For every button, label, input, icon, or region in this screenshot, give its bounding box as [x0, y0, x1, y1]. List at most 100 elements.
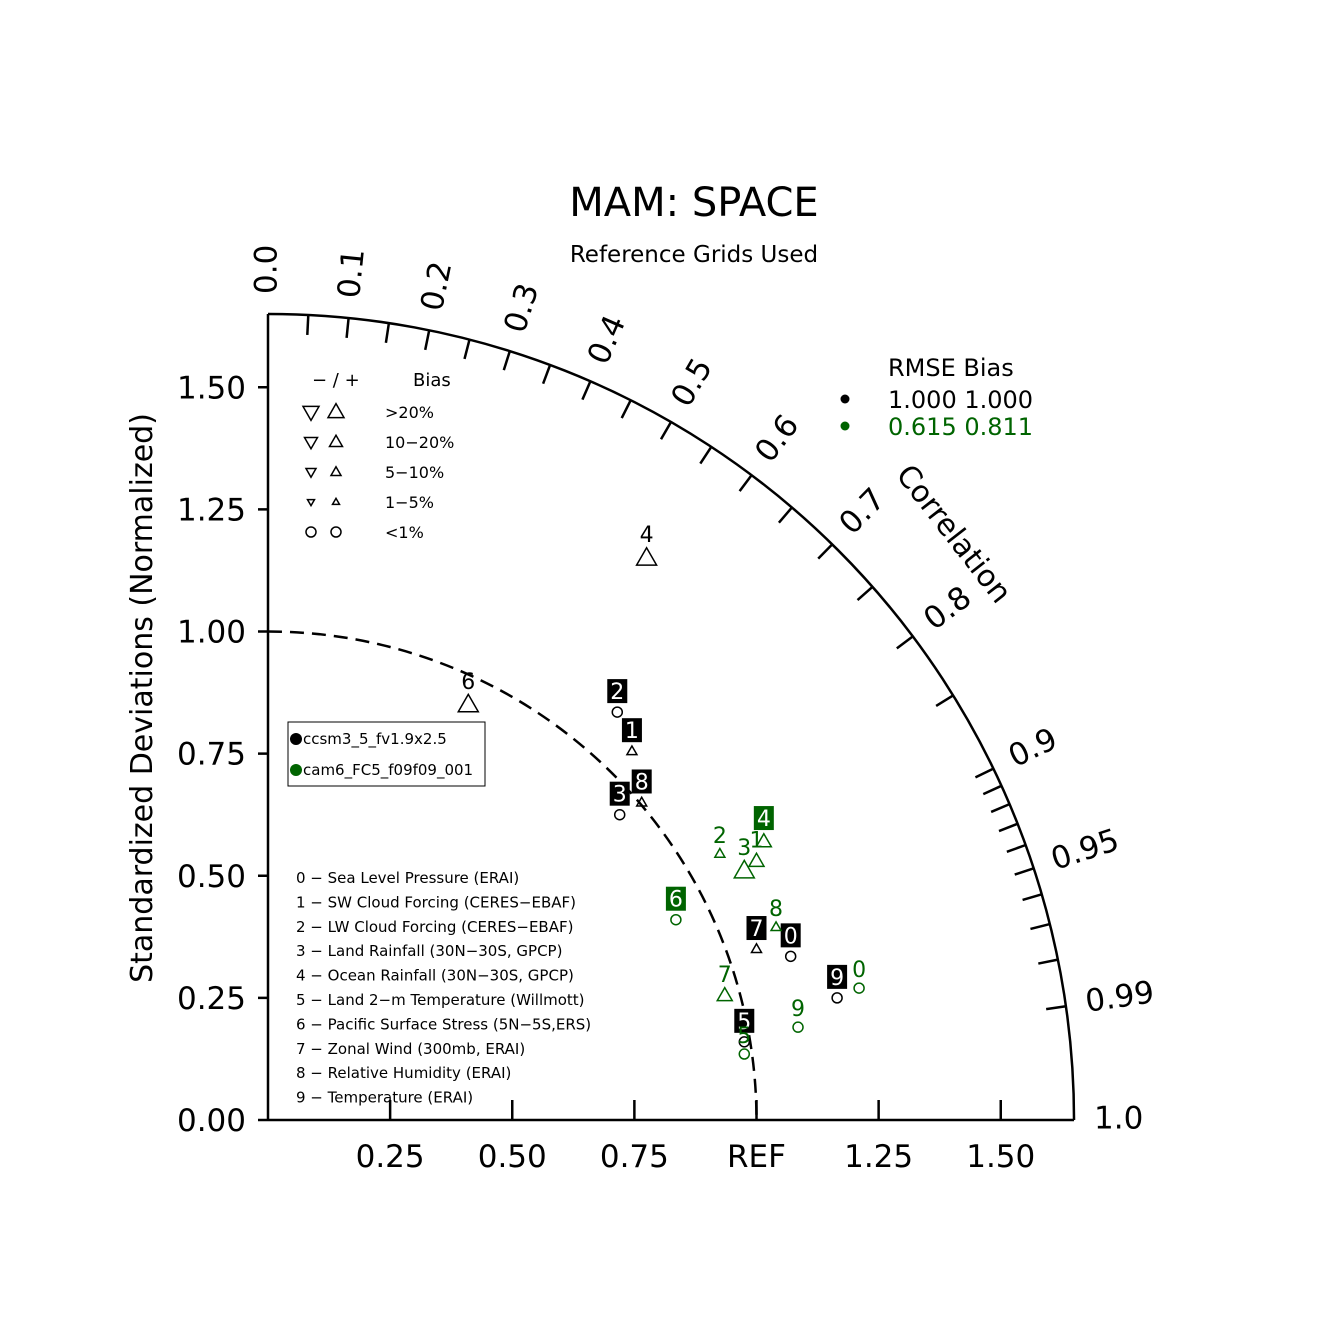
correlation-tick: [998, 822, 1019, 833]
correlation-tick: [423, 330, 431, 351]
bias-legend-circle: [330, 526, 342, 538]
data-point-label-box: [753, 806, 774, 831]
data-point-label-box: [631, 769, 652, 794]
correlation-tick: [345, 317, 350, 339]
data-point-label-box: [780, 923, 801, 948]
variable-list-item: 8 − Relative Humidity (ERAI): [296, 1064, 511, 1082]
correlation-tick: [384, 322, 391, 344]
data-point-label: 4: [640, 523, 654, 548]
correlation-arc: [267, 312, 1076, 1121]
case-legend-dot: [290, 733, 302, 745]
variable-list-item: 0 − Sea Level Pressure (ERAI): [296, 869, 519, 887]
data-point-label-box: [607, 679, 628, 704]
correlation-label: 1.0: [1094, 1101, 1143, 1137]
data-point-marker: [611, 706, 624, 718]
bias-legend-up-triangle: [331, 496, 341, 506]
x-tick-label: REF: [727, 1139, 786, 1175]
correlation-tick: [541, 364, 552, 385]
correlation-tick: [982, 784, 1003, 796]
data-point-label-box: [734, 1008, 755, 1033]
data-point-marker: [635, 795, 648, 807]
correlation-tick: [856, 585, 874, 602]
correlation-tick: [990, 802, 1011, 814]
correlation-tick: [974, 767, 994, 779]
correlation-label: 0.8: [917, 579, 978, 637]
correlation-tick: [777, 506, 793, 524]
data-point-marker: [738, 1036, 751, 1048]
y-tick-label: 1.25: [177, 492, 246, 528]
x-tick-label: 1.25: [844, 1139, 913, 1175]
correlation-label: 0.3: [497, 279, 546, 337]
variable-list-item: 9 − Temperature (ERAI): [296, 1089, 473, 1107]
data-point-marker: [831, 992, 843, 1004]
correlation-tick: [738, 474, 753, 492]
correlation-tick: [306, 314, 310, 336]
correlation-label: 0.4: [581, 310, 634, 370]
data-point-label-box: [609, 781, 630, 806]
stats-legend-dot: [840, 421, 850, 431]
correlation-label: 0.2: [414, 258, 459, 314]
data-point-label: 2: [610, 680, 624, 705]
chart-title: MAM: SPACE: [569, 180, 818, 226]
correlation-label: 0.99: [1083, 974, 1156, 1019]
correlation-tick: [896, 635, 914, 650]
data-point-marker: [853, 982, 865, 994]
correlation-tick: [1014, 867, 1035, 876]
correlation-label: 0.6: [748, 408, 806, 469]
data-point-label-box: [665, 886, 686, 911]
data-point-marker: [784, 950, 797, 963]
x-tick-label: 1.50: [966, 1139, 1035, 1175]
y-tick-label: 0.00: [177, 1103, 246, 1139]
data-point-marker: [792, 1021, 804, 1033]
data-point-marker: [769, 920, 783, 932]
data-point-label: 4: [757, 807, 771, 832]
correlation-label: 0.7: [832, 481, 892, 541]
stats-legend-row: 0.615 0.811: [888, 413, 1033, 441]
data-point-marker: [755, 832, 773, 848]
data-point-label: 7: [750, 917, 764, 942]
y-tick-label: 1.50: [177, 370, 246, 406]
correlation-label: 0.5: [664, 352, 720, 413]
variable-list-item: 7 − Zonal Wind (300mb, ERAI): [296, 1040, 525, 1058]
data-point-marker: [750, 942, 763, 954]
data-point-marker: [732, 858, 756, 879]
data-point-marker: [670, 913, 682, 926]
stats-legend-dot: [840, 394, 850, 404]
y-tick-label: 0.75: [177, 737, 246, 773]
correlation-tick: [659, 421, 673, 440]
data-point-label: 3: [613, 783, 627, 808]
correlation-tick: [463, 339, 471, 360]
data-point-label: 0: [784, 924, 798, 949]
correlation-tick: [620, 399, 632, 419]
case-legend-box: [287, 721, 486, 787]
x-tick-label: 0.75: [600, 1139, 669, 1175]
data-point-label: 0: [852, 958, 866, 983]
correlation-tick: [581, 380, 592, 401]
data-point-label-box: [827, 964, 848, 989]
bias-legend-bias-header: Bias: [413, 370, 451, 391]
bias-legend-row-label: 1−5%: [385, 493, 434, 512]
variable-list-item: 1 − SW Cloud Forcing (CERES−EBAF): [296, 893, 576, 911]
data-point-label-box: [746, 916, 767, 941]
variable-list-item: 3 − Land Rainfall (30N−30S, GPCP): [296, 942, 562, 960]
data-point-marker: [713, 847, 727, 858]
variable-list-item: 2 − LW Cloud Forcing (CERES−EBAF): [296, 918, 573, 936]
variable-list-item: 5 − Land 2−m Temperature (Willmott): [296, 991, 585, 1009]
x-tick-label: 0.25: [356, 1139, 425, 1175]
correlation-label: 0.9: [1003, 721, 1063, 775]
data-point-marker: [715, 986, 734, 1002]
correlation-tick: [502, 350, 511, 371]
bias-legend-up-triangle: [328, 433, 344, 448]
correlation-tick: [1030, 922, 1051, 931]
data-point-marker: [456, 692, 480, 713]
data-point-label: 5: [737, 1024, 751, 1049]
data-point-label: 3: [737, 836, 751, 861]
y-axis-label: Standardized Deviations (Normalized): [125, 413, 160, 983]
variable-list-item: 4 − Ocean Rainfall (30N−30S, GPCP): [296, 967, 574, 985]
reference-arc: [267, 630, 758, 1121]
correlation-tick: [699, 446, 713, 465]
bias-legend-down-triangle: [301, 405, 321, 422]
correlation-tick: [1045, 1005, 1067, 1011]
data-point-marker: [613, 808, 626, 821]
